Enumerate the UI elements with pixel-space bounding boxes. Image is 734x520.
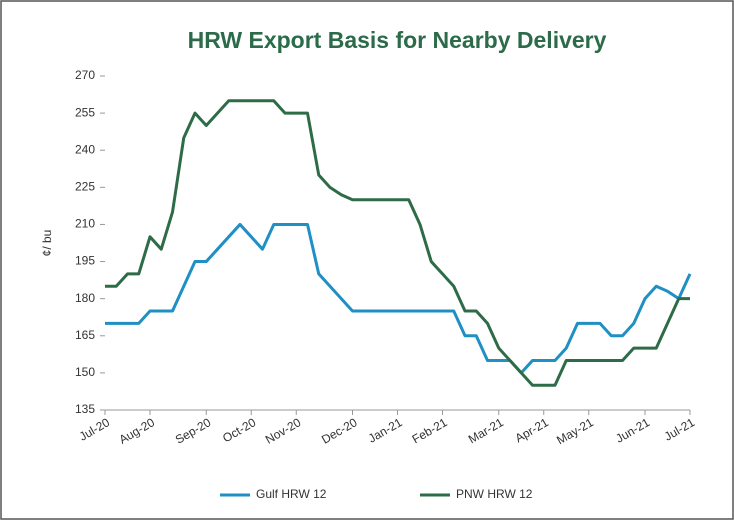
y-tick-label: 180 xyxy=(75,291,95,305)
y-tick-label: 150 xyxy=(75,365,95,379)
y-axis-label: ¢/ bu xyxy=(40,230,54,257)
y-tick-label: 255 xyxy=(75,105,95,119)
y-tick-label: 210 xyxy=(75,217,95,231)
y-tick-label: 165 xyxy=(75,328,95,342)
y-tick-label: 240 xyxy=(75,142,95,156)
series-line xyxy=(105,99,690,387)
chart-title: HRW Export Basis for Nearby Delivery xyxy=(188,27,607,53)
legend-label: PNW HRW 12 xyxy=(456,487,533,501)
y-tick-label: 225 xyxy=(75,180,95,194)
y-tick-label: 270 xyxy=(75,68,95,82)
y-tick-label: 195 xyxy=(75,254,95,268)
legend-label: Gulf HRW 12 xyxy=(256,487,327,501)
y-tick-label: 135 xyxy=(75,402,95,416)
series-line xyxy=(105,222,692,375)
